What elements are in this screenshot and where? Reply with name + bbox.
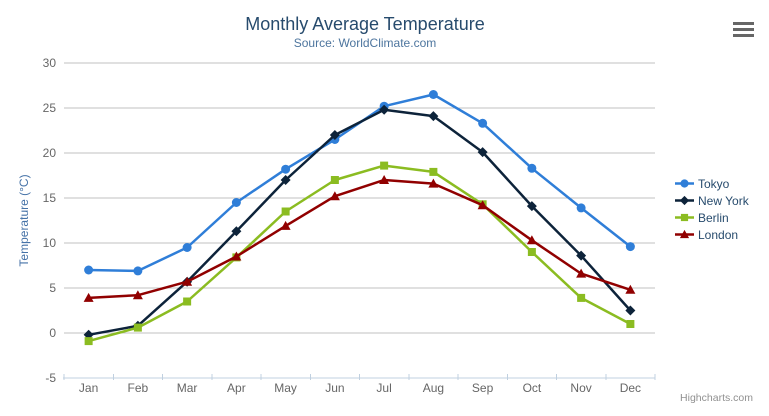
data-point-tokyo-sep <box>478 118 488 128</box>
y-axis-title: Temperature (°C) <box>17 174 31 266</box>
x-axis-label: Mar <box>177 381 198 395</box>
hamburger-icon <box>733 28 754 31</box>
chart-subtitle: Source: WorldClimate.com <box>293 36 437 50</box>
data-point-berlin-dec <box>626 320 635 328</box>
data-point-london-jun <box>329 191 340 201</box>
hamburger-icon <box>733 22 754 25</box>
y-axis-label: 30 <box>43 56 57 70</box>
x-axis-label: Dec <box>620 381 641 395</box>
data-point-berlin-oct <box>527 248 536 256</box>
data-point-london-jan <box>83 292 94 302</box>
data-point-london-aug <box>428 178 439 188</box>
legend-item-label: New York <box>698 193 749 208</box>
data-point-new-york-aug <box>428 111 439 122</box>
series-line-london <box>87 178 632 300</box>
x-axis-label: May <box>274 381 297 395</box>
data-point-london-feb <box>132 290 143 300</box>
data-point-berlin-nov <box>577 293 586 302</box>
data-point-tokyo-mar <box>182 243 192 252</box>
data-point-berlin-jan <box>84 337 93 346</box>
data-point-london-dec <box>625 284 636 294</box>
x-axis-label: Aug <box>423 381 444 395</box>
legend-item-label: Berlin <box>698 210 729 225</box>
y-axis-label: 20 <box>43 146 57 160</box>
legend-item-berlin[interactable]: Berlin <box>675 209 749 226</box>
chart-title: Monthly Average Temperature <box>245 14 485 34</box>
legend-item-london[interactable]: London <box>675 226 749 243</box>
y-axis-label: -5 <box>45 371 56 385</box>
x-axis-label: Feb <box>128 381 149 395</box>
data-point-new-york-nov <box>576 250 587 261</box>
data-point-london-nov <box>576 268 587 278</box>
x-axis-label: Nov <box>570 381 591 395</box>
x-axis-label: Oct <box>523 381 542 395</box>
data-point-tokyo-oct <box>527 163 537 173</box>
hamburger-icon <box>733 34 754 37</box>
x-axis-label: Jan <box>79 381 98 395</box>
series-line-tokyo <box>87 93 632 273</box>
y-axis-label: 15 <box>43 191 57 205</box>
data-point-new-york-jun <box>329 130 340 140</box>
legend: Tokyo New York Berlin London <box>675 175 749 243</box>
data-point-berlin-mar <box>183 297 192 306</box>
data-point-berlin-aug <box>429 167 438 176</box>
x-axis-label: Sep <box>472 381 494 395</box>
data-point-berlin-feb <box>133 323 142 332</box>
legend-item-label: Tokyo <box>698 176 730 191</box>
data-point-new-york-oct <box>526 201 537 212</box>
data-point-berlin-may <box>281 207 290 216</box>
data-point-new-york-dec <box>625 305 636 316</box>
data-point-berlin-jun <box>330 176 339 184</box>
data-point-london-mar <box>182 276 193 286</box>
x-axis-label: Jul <box>376 381 391 395</box>
data-point-london-sep <box>477 200 488 210</box>
data-point-tokyo-may <box>281 164 291 174</box>
data-point-tokyo-jan <box>84 265 94 275</box>
series-line-new-york <box>87 108 632 337</box>
x-axis-label: Jun <box>325 381 344 395</box>
data-point-london-apr <box>231 251 242 261</box>
y-axis-label: 25 <box>43 101 57 115</box>
series-line-berlin <box>87 164 632 343</box>
data-point-london-may <box>280 220 291 230</box>
data-point-new-york-may <box>280 175 291 185</box>
circle-marker-icon <box>675 179 694 188</box>
data-point-new-york-sep <box>477 147 488 158</box>
data-point-tokyo-feb <box>133 266 143 276</box>
y-axis-label: 5 <box>49 281 56 295</box>
legend-item-new-york[interactable]: New York <box>675 192 749 209</box>
legend-item-tokyo[interactable]: Tokyo <box>675 175 749 192</box>
data-point-new-york-jul <box>379 104 390 115</box>
data-point-london-jul <box>379 175 390 184</box>
data-point-berlin-jul <box>380 161 389 170</box>
data-point-tokyo-nov <box>576 203 586 213</box>
diamond-marker-icon <box>675 195 694 206</box>
data-point-new-york-apr <box>231 226 242 237</box>
export-menu-button[interactable] <box>733 22 754 37</box>
y-axis-label: 10 <box>43 236 57 250</box>
legend-item-label: London <box>698 227 739 242</box>
y-axis-label: 0 <box>49 326 56 340</box>
x-axis-label: Apr <box>227 381 246 395</box>
data-point-london-oct <box>526 235 537 245</box>
credits-link[interactable]: Highcharts.com <box>680 392 753 404</box>
triangle-marker-icon <box>675 229 694 239</box>
data-point-tokyo-aug <box>428 90 438 99</box>
square-marker-icon <box>675 213 694 222</box>
data-point-tokyo-apr <box>231 198 241 207</box>
data-point-tokyo-dec <box>625 242 635 252</box>
